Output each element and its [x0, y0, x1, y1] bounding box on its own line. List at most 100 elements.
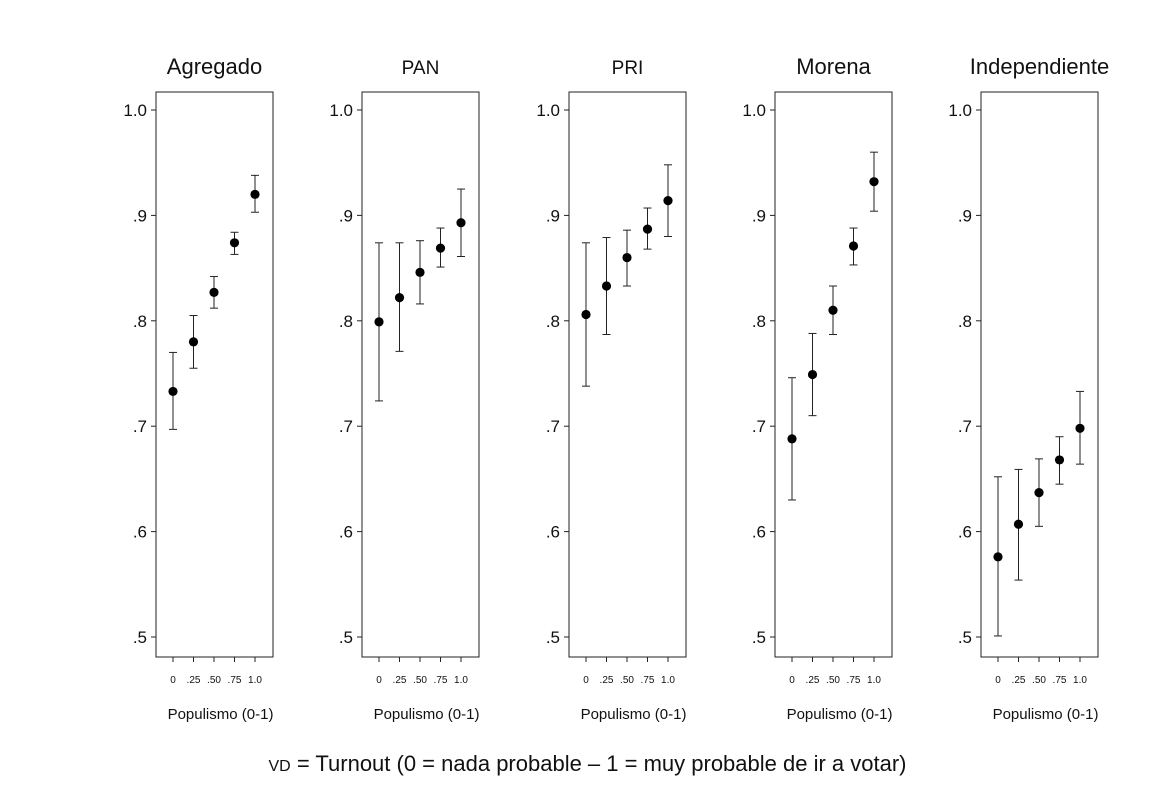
- x-tick-label: 1.0: [1073, 675, 1087, 686]
- data-point: [1075, 423, 1085, 433]
- y-tick-label: .8: [546, 312, 560, 331]
- x-tick-label: .25: [187, 675, 201, 686]
- x-tick-label: .50: [207, 675, 221, 686]
- x-tick-label: 0: [789, 675, 795, 686]
- y-tick-label: 1.0: [948, 101, 972, 120]
- y-tick-label: .7: [752, 417, 766, 436]
- x-tick-label: .75: [641, 675, 655, 686]
- caption-text: = Turnout (0 = nada probable – 1 = muy p…: [290, 751, 907, 776]
- data-point: [1034, 488, 1044, 498]
- x-axis-label: Populismo (0-1): [168, 706, 274, 723]
- panel-title: Agregado: [167, 54, 262, 79]
- data-point: [188, 337, 199, 347]
- x-tick-label: .75: [847, 675, 861, 686]
- x-tick-label: 0: [376, 675, 382, 686]
- data-point: [1054, 455, 1065, 465]
- y-tick-label: .7: [958, 417, 972, 436]
- y-tick-label: 1.0: [536, 101, 560, 120]
- data-point: [642, 224, 653, 234]
- y-tick-label: .8: [958, 312, 972, 331]
- x-tick-label: .50: [826, 675, 840, 686]
- x-tick-label: .75: [434, 675, 448, 686]
- x-tick-label: 0: [583, 675, 589, 686]
- x-axis-label: Populismo (0-1): [581, 706, 687, 723]
- data-point: [581, 309, 591, 320]
- data-point: [622, 252, 632, 263]
- x-axis-label: Populismo (0-1): [787, 706, 893, 723]
- x-axis-label: Populismo (0-1): [993, 706, 1099, 723]
- x-tick-label: .75: [1053, 675, 1067, 686]
- y-tick-label: .5: [958, 628, 972, 647]
- panel-title: Independiente: [970, 54, 1109, 79]
- data-point: [993, 552, 1003, 562]
- plot-frame: [980, 91, 1099, 658]
- x-tick-label: .25: [1012, 675, 1026, 686]
- data-point: [435, 243, 446, 253]
- caption-prefix: VD: [268, 758, 291, 775]
- y-tick-label: .5: [546, 628, 560, 647]
- y-tick-label: 1.0: [329, 101, 353, 120]
- data-point: [229, 238, 240, 248]
- y-tick-label: .5: [339, 628, 353, 647]
- y-tick-label: .5: [133, 628, 147, 647]
- x-axis-label: Populismo (0-1): [374, 706, 480, 723]
- x-tick-label: .25: [600, 675, 614, 686]
- y-tick-label: .7: [133, 417, 147, 436]
- data-point: [394, 293, 405, 303]
- y-tick-label: .8: [752, 312, 766, 331]
- y-tick-label: .6: [339, 523, 353, 542]
- x-tick-label: 1.0: [454, 675, 468, 686]
- data-point: [456, 218, 466, 228]
- plot-frame: [361, 91, 480, 658]
- y-tick-label: .6: [752, 523, 766, 542]
- y-tick-label: .6: [546, 523, 560, 542]
- data-point: [168, 386, 178, 397]
- x-tick-label: .50: [1032, 675, 1046, 686]
- data-point: [374, 317, 384, 327]
- panel-title: Morena: [796, 54, 871, 79]
- y-tick-label: .9: [339, 206, 353, 225]
- x-tick-label: .50: [413, 675, 427, 686]
- x-tick-label: 0: [995, 675, 1001, 686]
- y-tick-label: .8: [133, 312, 147, 331]
- data-point: [787, 434, 797, 444]
- x-tick-label: .25: [806, 675, 820, 686]
- data-point: [807, 369, 818, 380]
- x-tick-label: 1.0: [661, 675, 675, 686]
- data-point: [250, 189, 260, 199]
- data-point: [1013, 519, 1024, 529]
- data-point: [663, 196, 673, 206]
- y-tick-label: .6: [133, 523, 147, 542]
- data-point: [209, 287, 219, 297]
- x-tick-label: .50: [620, 675, 634, 686]
- x-tick-label: .25: [393, 675, 407, 686]
- data-point: [828, 305, 838, 315]
- y-tick-label: .7: [339, 417, 353, 436]
- y-tick-label: .9: [958, 206, 972, 225]
- y-tick-label: .8: [339, 312, 353, 331]
- x-tick-label: 1.0: [248, 675, 262, 686]
- y-tick-label: .9: [546, 206, 560, 225]
- data-point: [415, 267, 425, 277]
- data-point: [601, 281, 612, 291]
- y-tick-label: .9: [752, 206, 766, 225]
- data-point: [869, 177, 879, 187]
- y-tick-label: .6: [958, 523, 972, 542]
- data-point: [848, 241, 859, 251]
- panel-title: PRI: [612, 58, 644, 79]
- x-tick-label: 1.0: [867, 675, 881, 686]
- x-tick-label: .75: [228, 675, 242, 686]
- y-tick-label: 1.0: [742, 101, 766, 120]
- y-tick-label: .7: [546, 417, 560, 436]
- x-tick-label: 0: [170, 675, 176, 686]
- y-tick-label: 1.0: [123, 101, 147, 120]
- panel-title: PAN: [402, 58, 440, 79]
- y-tick-label: .9: [133, 206, 147, 225]
- figure-caption: VD = Turnout (0 = nada probable – 1 = mu…: [0, 751, 1175, 777]
